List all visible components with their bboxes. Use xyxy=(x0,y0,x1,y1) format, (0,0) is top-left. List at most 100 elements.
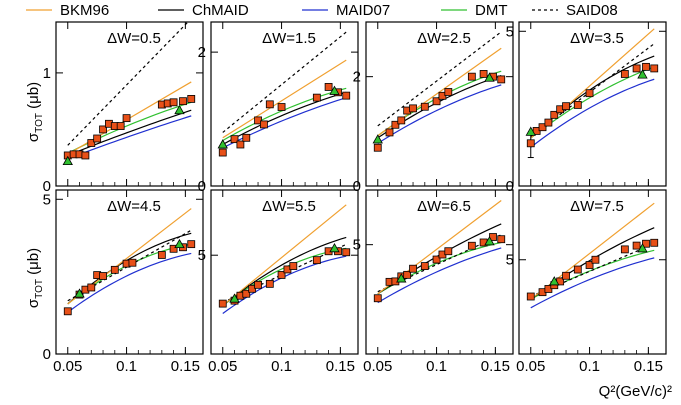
curve-said xyxy=(530,243,655,298)
data-point-square xyxy=(479,70,488,78)
legend-entry-said: SAID08 xyxy=(532,2,618,19)
y-tick-label: 5 xyxy=(506,23,514,40)
x-tick-label: 0.1 xyxy=(116,358,137,375)
data-point-square xyxy=(312,256,321,265)
data-point-square xyxy=(497,235,506,244)
data-point-square xyxy=(99,272,107,280)
panel-title: ΔW=3.5 xyxy=(570,30,624,47)
y-tick-label: 5 xyxy=(43,191,51,208)
panel-frame xyxy=(365,189,514,355)
legend-entry-chmaid: ChMAID xyxy=(158,2,249,19)
y-tick-label: 0 xyxy=(506,178,514,195)
panel-4: 0 5 ΔW=3.5 xyxy=(506,21,667,195)
curve-maid07 xyxy=(377,84,502,144)
data-point-square xyxy=(573,101,582,109)
data-point-square xyxy=(620,245,629,254)
x-tick-label: 0.1 xyxy=(271,358,292,375)
panel-1: 0 1 ΔW=0.5 xyxy=(43,21,204,195)
legend-label-chmaid: ChMAID xyxy=(192,2,249,19)
x-tick-label: 0.15 xyxy=(326,358,355,375)
curve-maid07 xyxy=(222,255,347,314)
data-point-square xyxy=(420,262,429,270)
data-point-square xyxy=(620,70,629,78)
data-point-square xyxy=(526,139,535,148)
legend-entry-dmt: DMT xyxy=(441,2,508,19)
data-point-square xyxy=(497,75,506,84)
y-tick-label: 1 xyxy=(43,65,51,82)
data-point-square xyxy=(642,62,650,71)
data-point-triangle xyxy=(217,139,228,149)
ylabel-symbol: σ xyxy=(25,132,42,142)
panel-title: ΔW=7.5 xyxy=(570,198,624,215)
panel-2: 0 2 ΔW=1.5 xyxy=(198,21,359,195)
data-point-square xyxy=(230,135,239,144)
curve-chmaid xyxy=(67,109,192,157)
data-point-square xyxy=(277,271,286,279)
panel-7: 0.05 0.1 0.15 5 ΔW=6.5 xyxy=(353,189,514,375)
data-point-triangle xyxy=(174,238,185,249)
data-point-square xyxy=(632,64,641,73)
curve-bkm xyxy=(222,59,347,139)
data-point-square xyxy=(550,110,559,119)
curve-said xyxy=(222,31,347,133)
ylabel-subscript: TOT xyxy=(34,279,45,299)
data-point-square xyxy=(312,93,321,102)
panel-frame xyxy=(518,189,667,355)
data-point-square xyxy=(373,143,382,152)
x-tick-label: 0.1 xyxy=(579,358,600,375)
data-point-square xyxy=(116,122,125,130)
data-point-triangle xyxy=(74,288,85,298)
data-point-square xyxy=(277,103,286,111)
data-point-square xyxy=(236,140,245,149)
x-tick-label: 0.1 xyxy=(426,358,447,375)
legend-entry-maid07: MAID07 xyxy=(302,2,390,19)
legend: BKM96 ChMAID MAID07 DMT SAID08 xyxy=(26,2,618,19)
curve-chmaid xyxy=(222,91,347,146)
data-point-square xyxy=(409,264,417,273)
data-point-square xyxy=(444,88,453,96)
panel-frame xyxy=(210,189,359,355)
curve-maid07 xyxy=(67,252,192,313)
data-point-triangle xyxy=(174,104,185,115)
legend-label-maid07: MAID07 xyxy=(336,2,390,19)
curve-chmaid xyxy=(222,236,347,307)
panel-8: 0.05 0.1 0.15 5 ΔW=7.5 xyxy=(506,189,667,375)
data-point-square xyxy=(87,283,96,292)
data-point-triangle xyxy=(229,293,240,303)
panel-title: ΔW=1.5 xyxy=(262,30,316,47)
data-point-square xyxy=(218,148,227,157)
panel-5: 0.05 0.1 0.15 0 5 ΔW=4.5 xyxy=(43,189,204,375)
data-point-square xyxy=(397,116,406,125)
data-point-square xyxy=(93,134,102,143)
data-point-square xyxy=(544,118,553,127)
data-point-square xyxy=(526,292,535,301)
x-tick-label: 0.05 xyxy=(208,358,237,375)
data-point-square xyxy=(63,307,72,316)
data-point-square xyxy=(242,133,251,142)
panel-frame xyxy=(210,21,359,187)
data-point-square xyxy=(157,251,166,259)
data-point-square xyxy=(432,255,441,264)
curve-maid07 xyxy=(530,78,655,148)
ylabel-unit: (μb) xyxy=(25,82,42,113)
y-tick-label: 0 xyxy=(198,178,206,195)
data-point-square xyxy=(110,265,119,274)
data-point-square xyxy=(632,241,641,250)
data-point-square xyxy=(218,299,227,308)
data-point-square xyxy=(573,265,582,274)
panel-title: ΔW=6.5 xyxy=(417,198,471,215)
x-tick-label: 0.05 xyxy=(53,358,82,375)
data-point-triangle xyxy=(329,242,340,253)
y-tick-label: 5 xyxy=(506,252,514,269)
legend-label-dmt: DMT xyxy=(475,2,508,19)
data-point-square xyxy=(432,97,441,106)
ylabel-symbol: σ xyxy=(25,298,42,308)
data-point-square xyxy=(260,120,268,129)
panel-title: ΔW=5.5 xyxy=(262,198,316,215)
data-point-square xyxy=(289,262,298,270)
curve-maid07 xyxy=(67,115,192,160)
data-point-square xyxy=(87,139,96,147)
data-point-triangle xyxy=(372,134,383,144)
curve-dmt xyxy=(67,101,192,154)
ylabel-unit: (μb) xyxy=(25,248,42,279)
